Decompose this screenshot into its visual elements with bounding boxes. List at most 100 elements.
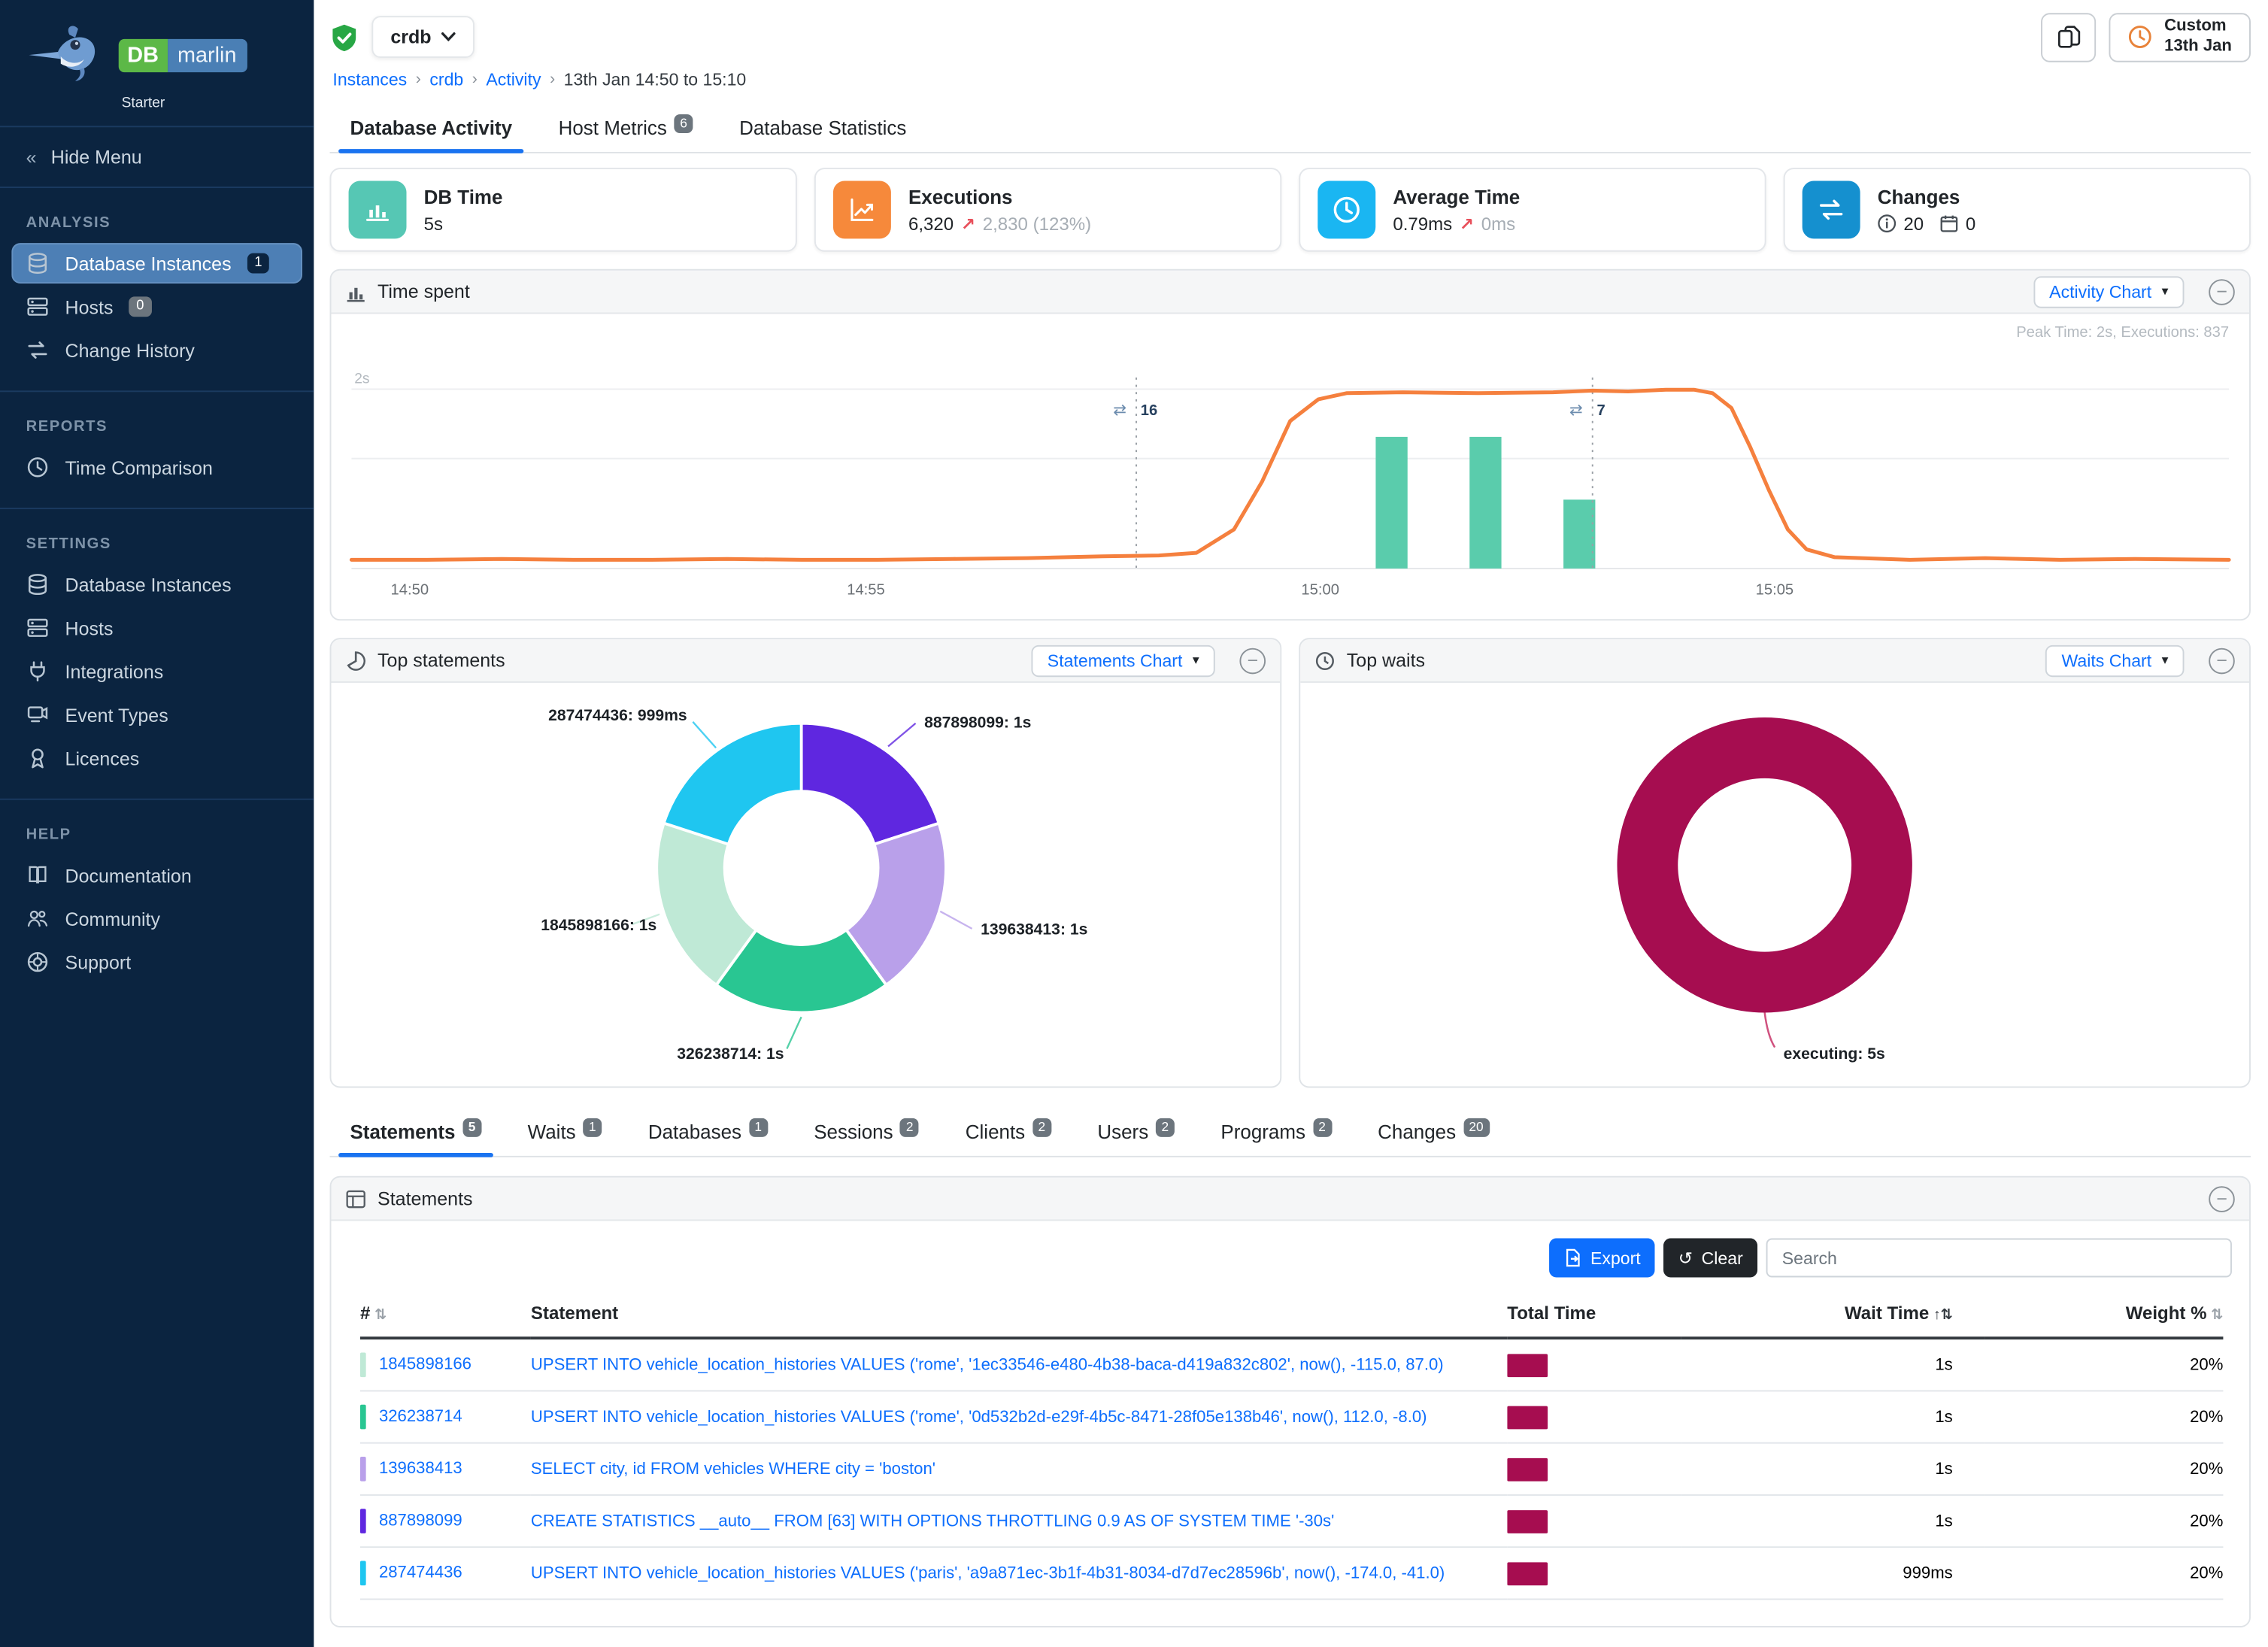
cell-wait-time: 999ms — [1681, 1547, 1985, 1600]
statement-id-link[interactable]: 326238714 — [378, 1408, 462, 1426]
cell-weight: 20% — [1984, 1494, 2224, 1548]
statement-link[interactable]: UPSERT INTO vehicle_location_histories V… — [530, 1564, 1445, 1582]
tab-database-activity[interactable]: Database Activity — [330, 107, 532, 153]
swap-icon — [1802, 180, 1860, 239]
tab-badge: 2 — [1155, 1118, 1175, 1137]
copy-link-button[interactable] — [2041, 12, 2097, 62]
clear-button[interactable]: ↺ Clear — [1663, 1238, 1758, 1278]
breadcrumb-item[interactable]: Instances — [332, 69, 408, 90]
kpi-card-db-time: DB Time 5s — [329, 168, 797, 252]
cell-statement-id: 287474436 — [359, 1547, 531, 1600]
kpi-text: Average Time 0.79ms ↗ 0ms — [1393, 186, 1520, 233]
change-marker-swap-icon: ⇄ — [1569, 402, 1583, 419]
collapse-panel-icon[interactable]: − — [2209, 1185, 2235, 1212]
collapse-panel-icon[interactable]: − — [2209, 278, 2235, 305]
sidebar-item-event-types[interactable]: Event Types — [11, 694, 302, 735]
detail-tab-waits[interactable]: Waits 1 — [508, 1111, 622, 1156]
table-row: 287474436 UPSERT INTO vehicle_location_hi… — [359, 1547, 2224, 1600]
detail-tab-statements[interactable]: Statements 5 — [330, 1111, 502, 1157]
statement-id-link[interactable]: 1845898166 — [378, 1356, 472, 1374]
sidebar-nav: ANALYSIS Database Instances 1 Hosts 0 Change … — [0, 188, 314, 1002]
detail-tab-sessions[interactable]: Sessions 2 — [793, 1111, 939, 1156]
sidebar-section-label: HELP — [26, 826, 71, 844]
top-statements-donut[interactable]: 887898099: 1s 139638413: 1s 326238714: 1s 1… — [331, 683, 1274, 1079]
detail-tab-changes[interactable]: Changes 20 — [1357, 1111, 1509, 1156]
top-waits-donut[interactable]: executing: 5s — [1300, 683, 2243, 1079]
statement-link[interactable]: UPSERT INTO vehicle_location_histories V… — [530, 1356, 1444, 1374]
instance-selector-button[interactable]: crdb — [371, 16, 475, 58]
sidebar-item-support[interactable]: Support — [11, 942, 302, 982]
col-total-time[interactable]: Total Time — [1507, 1291, 1681, 1340]
col-statement[interactable]: Statement — [530, 1291, 1508, 1340]
tab-database-statistics[interactable]: Database Statistics — [719, 107, 926, 152]
statements-chart-dropdown[interactable]: Statements Chart ▾ — [1031, 644, 1215, 677]
detail-tab-programs[interactable]: Programs 2 — [1200, 1111, 1351, 1156]
sidebar-item-label: Time Comparison — [65, 456, 213, 478]
statement-id-link[interactable]: 887898099 — [378, 1512, 462, 1530]
cell-wait-time: 1s — [1681, 1494, 1985, 1548]
breadcrumb-item[interactable]: crdb — [429, 69, 464, 90]
info-icon — [1878, 214, 1897, 233]
tab-label: Changes — [1378, 1121, 1457, 1143]
kpi-value: 20 0 — [1878, 214, 1975, 234]
search-input[interactable] — [1766, 1238, 2232, 1278]
activity-chart[interactable]: ⇄ 16 ⇄ 7 2s 14:50 14:55 15:00 15:05 — [331, 314, 2249, 611]
detail-tab-databases[interactable]: Databases 1 — [628, 1111, 788, 1156]
hide-menu-button[interactable]: « Hide Menu — [0, 127, 314, 189]
donut-label-leader — [786, 1016, 802, 1050]
statement-link[interactable]: SELECT city, id FROM vehicles WHERE city… — [530, 1460, 935, 1478]
breadcrumb-item[interactable]: Activity — [486, 69, 541, 90]
cell-total-time — [1507, 1547, 1681, 1600]
kpi-title: DB Time — [423, 186, 503, 208]
sidebar-item-documentation[interactable]: Documentation — [11, 855, 302, 896]
database-icon — [26, 573, 50, 596]
time-range-button[interactable]: Custom 13th Jan — [2109, 12, 2251, 62]
x-axis-tick-label: 15:05 — [1756, 582, 1794, 599]
waits-chart-dropdown[interactable]: Waits Chart ▾ — [2045, 644, 2185, 677]
sidebar-item-database-instances[interactable]: Database Instances 1 — [11, 243, 303, 284]
sidebar-item-community[interactable]: Community — [11, 898, 302, 939]
top-waits-panel: Top waits Waits Chart ▾ − executing: 5s — [1299, 638, 2251, 1088]
sidebar-item-change-history[interactable]: Change History — [11, 330, 302, 371]
collapse-panel-icon[interactable]: − — [2209, 647, 2235, 674]
donut-label-leader — [939, 910, 973, 930]
detail-tab-users[interactable]: Users 2 — [1077, 1111, 1194, 1156]
collapse-panel-icon[interactable]: − — [1239, 647, 1266, 674]
statement-link[interactable]: UPSERT INTO vehicle_location_histories V… — [530, 1408, 1427, 1426]
logo-db: DB — [118, 38, 168, 73]
sort-icon: ⇅ — [2211, 1307, 2224, 1324]
db-time-line — [349, 387, 2231, 562]
sidebar-item-licences[interactable]: Licences — [11, 738, 302, 778]
sidebar-item-integrations[interactable]: Integrations — [11, 651, 302, 692]
statement-color-chip — [359, 1352, 366, 1378]
statement-link[interactable]: CREATE STATISTICS __auto__ FROM [63] WIT… — [530, 1512, 1335, 1530]
kpi-card-changes: Changes 20 0 — [1783, 168, 2251, 252]
tab-badge: 1 — [748, 1118, 768, 1137]
export-button[interactable]: Export — [1548, 1238, 1655, 1278]
sidebar-item-database-instances[interactable]: Database Instances — [11, 564, 302, 605]
col-weight[interactable]: Weight % ⇅ — [1984, 1291, 2224, 1340]
breadcrumb-separator: › — [550, 71, 556, 89]
col-num[interactable]: # ⇅ — [359, 1291, 531, 1340]
peak-note: Peak Time: 2s, Executions: 837 — [2016, 323, 2230, 341]
statement-color-chip — [359, 1404, 366, 1430]
col-wait-time[interactable]: Wait Time ↑⇅ — [1681, 1291, 1985, 1340]
table-row: 1845898166 UPSERT INTO vehicle_location_h… — [359, 1338, 2224, 1392]
sidebar-section-label: REPORTS — [26, 417, 108, 435]
detail-tab-clients[interactable]: Clients 2 — [945, 1111, 1072, 1156]
sidebar-item-hosts[interactable]: Hosts — [11, 608, 302, 648]
chevron-down-icon — [441, 32, 456, 42]
statements-table-header-row: # ⇅ Statement Total Time Wait Time ↑⇅ Weig… — [359, 1291, 2224, 1340]
sidebar-item-hosts[interactable]: Hosts 0 — [11, 287, 302, 327]
statement-id-link[interactable]: 287474436 — [378, 1564, 462, 1582]
statement-id-link[interactable]: 139638413 — [378, 1460, 462, 1478]
top-waits-title: Top waits — [1346, 649, 1426, 672]
total-time-bar — [1507, 1509, 1548, 1533]
donut-slice-label: 326238714: 1s — [677, 1045, 784, 1063]
donut-label-leader — [692, 721, 717, 749]
statements-panel: Statements − Export ↺ Clear — [329, 1175, 2251, 1627]
cell-statement-text: CREATE STATISTICS __auto__ FROM [63] WIT… — [530, 1494, 1508, 1548]
sidebar-item-time-comparison[interactable]: Time Comparison — [11, 447, 302, 487]
tab-host-metrics[interactable]: Host Metrics 6 — [538, 107, 714, 152]
activity-chart-dropdown[interactable]: Activity Chart ▾ — [2033, 275, 2185, 308]
